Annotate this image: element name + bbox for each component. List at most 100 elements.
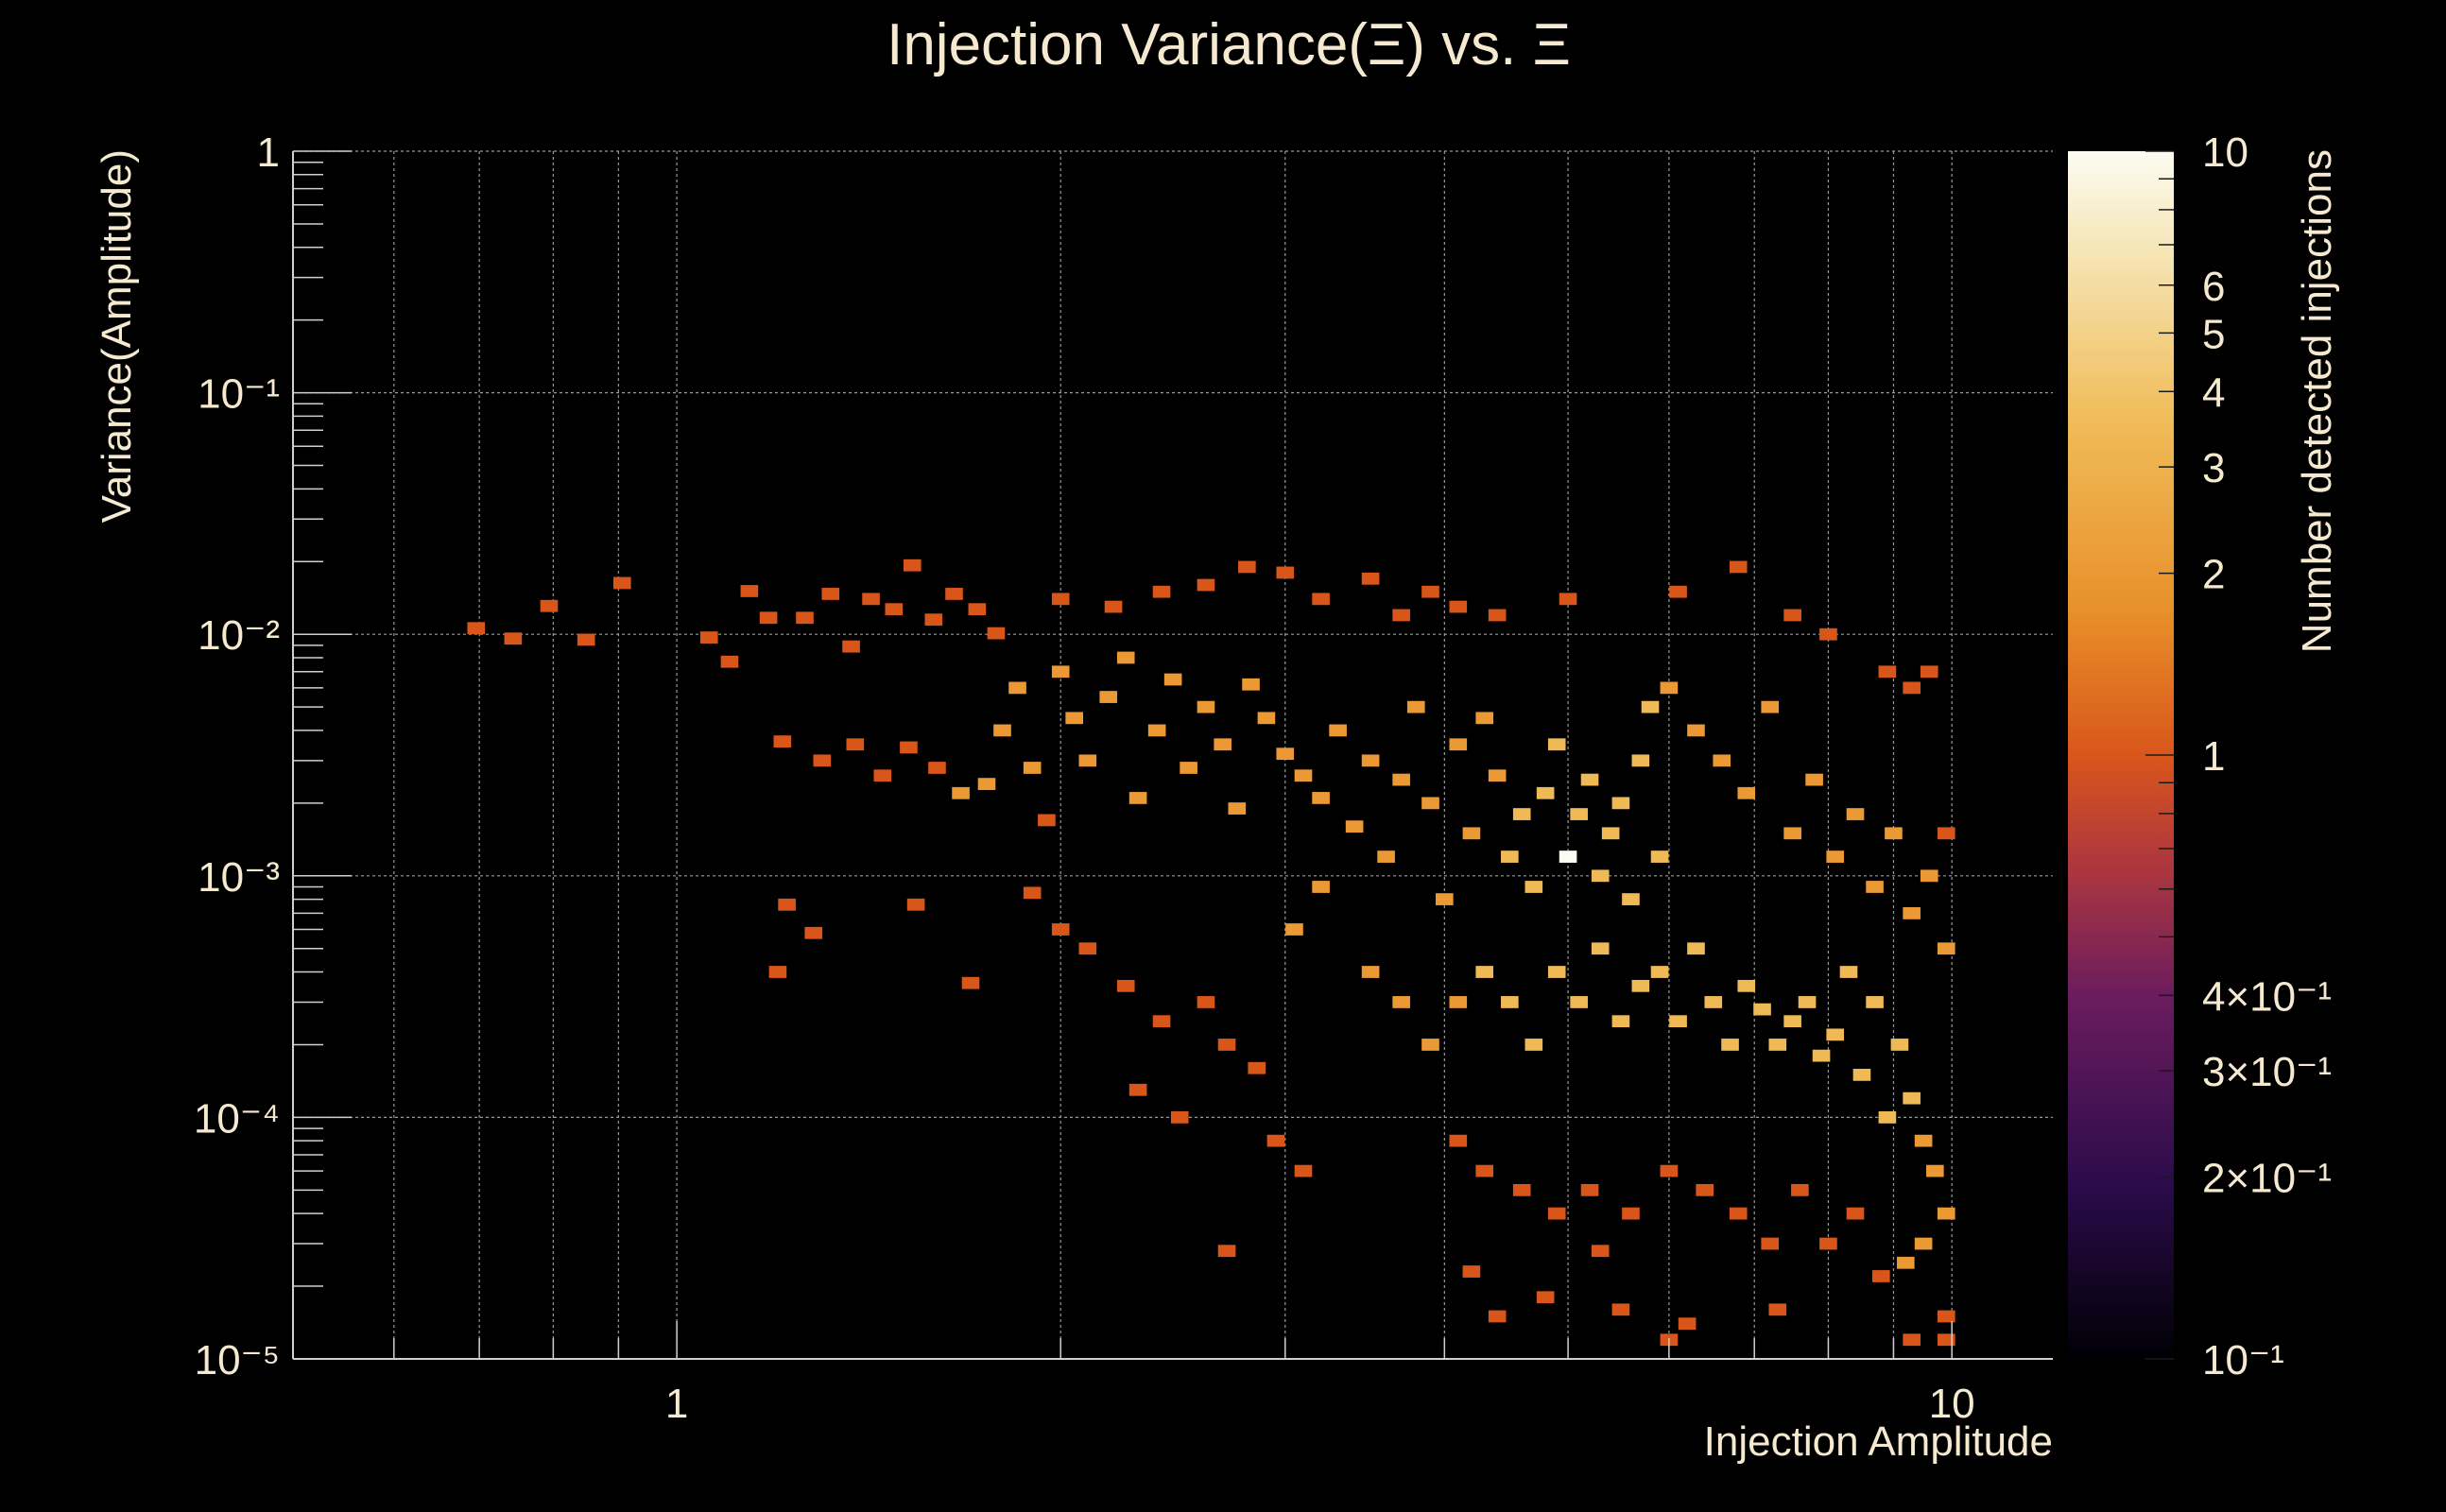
heatmap-cell — [1248, 1061, 1266, 1074]
heatmap-cell — [1524, 881, 1543, 893]
heatmap-cell — [1631, 979, 1650, 992]
heatmap-cell — [1783, 609, 1801, 622]
heatmap-cell — [1170, 1111, 1189, 1124]
heatmap-cell — [1678, 1317, 1697, 1331]
heatmap-cell — [1819, 627, 1837, 641]
heatmap-cell — [1217, 1245, 1236, 1258]
heatmap-cell — [1501, 996, 1519, 1008]
heatmap-cell — [1294, 769, 1313, 782]
heatmap-cell — [1197, 996, 1215, 1008]
heatmap-cell — [1475, 1164, 1494, 1177]
heatmap-cell — [924, 613, 943, 627]
heatmap-cell — [1580, 773, 1599, 786]
heatmap-cell — [1065, 712, 1083, 725]
heatmap-cell — [1846, 1207, 1865, 1220]
colorbar-tick-label: 1 — [2202, 733, 2225, 780]
heatmap-cell — [1294, 1164, 1313, 1177]
heatmap-cell — [1826, 850, 1845, 863]
heatmap-cell — [1729, 1207, 1748, 1220]
heatmap-cell — [1631, 754, 1650, 767]
heatmap-cell — [1276, 747, 1295, 761]
heatmap-cell — [1761, 1237, 1780, 1250]
heatmap-cell — [1704, 996, 1723, 1008]
heatmap-cell — [968, 603, 987, 616]
heatmap-cell — [1536, 1291, 1555, 1304]
colorbar-tick-label: 6 — [2202, 264, 2225, 310]
heatmap-cell — [1488, 769, 1507, 782]
heatmap-cell — [1866, 881, 1884, 893]
heatmap-cell — [1871, 1270, 1890, 1282]
y-axis-label: Variance(Amplitude) — [94, 149, 140, 523]
heatmap-cell — [504, 632, 523, 645]
heatmap-cell — [1937, 942, 1955, 955]
heatmap-cell — [1078, 942, 1097, 955]
heatmap-cell — [1214, 738, 1232, 751]
heatmap-cell — [1903, 1333, 1921, 1347]
colorbar-tick-label: 2 — [2202, 552, 2225, 598]
heatmap-cell — [1242, 678, 1260, 691]
heatmap-cell — [1449, 996, 1468, 1008]
heatmap-cell — [1903, 907, 1921, 919]
heatmap-cell — [1436, 893, 1454, 905]
heatmap-cell — [1846, 808, 1865, 820]
heatmap-cell — [1285, 923, 1303, 936]
heatmap-cell — [1713, 754, 1731, 767]
heatmap-cell — [1768, 1039, 1787, 1051]
heatmap-cell — [1345, 820, 1364, 833]
heatmap-cell — [928, 762, 946, 774]
heatmap-cell — [1152, 1015, 1171, 1028]
colorbar-tick-label: 2×10⁻¹ — [2202, 1156, 2332, 1202]
heatmap-cell — [1051, 923, 1070, 936]
heatmap-cell — [1591, 869, 1610, 883]
x-tick-label: 1 — [665, 1381, 688, 1427]
heatmap-cell — [1023, 886, 1042, 900]
colorbar-tick-label: 10⁻¹ — [2202, 1337, 2284, 1383]
heatmap-cell — [1791, 1183, 1809, 1196]
heatmap-cell — [577, 633, 595, 646]
colorbar-tick-label: 3×10⁻¹ — [2202, 1049, 2332, 1095]
heatmap-cell — [1696, 1183, 1714, 1196]
heatmap-cell — [1501, 850, 1519, 863]
x-tick-label: 10 — [1929, 1381, 1975, 1427]
heatmap-cell — [903, 558, 922, 572]
heatmap-cell — [1768, 1303, 1787, 1316]
heatmap-cell — [885, 603, 904, 616]
heatmap-cell — [1721, 1039, 1739, 1051]
heatmap-cell — [1361, 754, 1380, 767]
heatmap-cell — [1826, 1028, 1845, 1041]
heatmap-cells — [467, 558, 1955, 1347]
heatmap-cell — [1488, 1310, 1507, 1323]
heatmap-cell — [778, 898, 796, 911]
heatmap-cell — [1078, 754, 1097, 767]
heatmap-cell — [1312, 792, 1330, 804]
heatmap-cell — [1897, 1256, 1915, 1269]
heatmap-cell — [1128, 792, 1147, 804]
heatmap-cell — [1475, 712, 1494, 725]
heatmap-cell — [1737, 786, 1756, 799]
y-tick-label: 1 — [257, 129, 280, 176]
heatmap-cell — [1866, 996, 1884, 1008]
heatmap-cell — [1421, 1039, 1439, 1051]
colorbar: 10 65 4 3 2 1 4×10⁻¹ 3×10⁻¹ 2×10⁻¹ 10⁻¹ — [2068, 129, 2332, 1383]
heatmap-cell — [467, 622, 486, 635]
heatmap-cell — [1852, 1069, 1871, 1081]
colorbar-tick-label: 3 — [2202, 445, 2225, 491]
heatmap-cell — [961, 976, 980, 989]
heatmap-cell — [1023, 762, 1042, 774]
heatmap-cell — [1163, 673, 1182, 686]
heatmap-cell — [1798, 996, 1817, 1008]
heatmap-cell — [1392, 996, 1410, 1008]
colorbar-tick-label: 10 — [2202, 129, 2248, 176]
heatmap-cell — [906, 898, 925, 911]
heatmap-cell — [1377, 850, 1395, 863]
heatmap-cell — [1890, 1039, 1909, 1051]
heatmap-cell — [1008, 681, 1026, 695]
heatmap-cell — [1660, 681, 1679, 695]
heatmap-cell — [1753, 1003, 1771, 1016]
heatmap-cell — [1729, 560, 1748, 574]
heatmap-cell — [1559, 850, 1577, 863]
y-tick-label: 10⁻² — [198, 612, 280, 659]
heatmap-cell — [1687, 724, 1705, 737]
